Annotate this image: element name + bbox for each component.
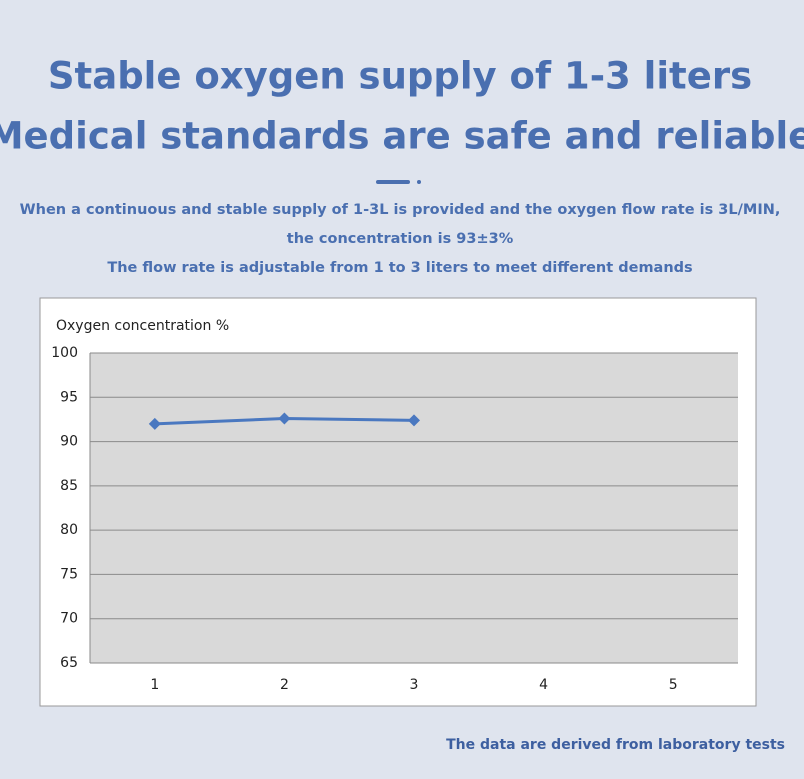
y-tick-label: 70 xyxy=(60,611,78,627)
title-line: Medical standards are safe and reliable xyxy=(0,115,804,158)
x-tick-label: 2 xyxy=(280,677,289,693)
description-line: The flow rate is adjustable from 1 to 3 … xyxy=(107,260,692,276)
y-tick-label: 75 xyxy=(60,566,78,582)
x-tick-label: 3 xyxy=(410,677,419,693)
data-point xyxy=(408,414,420,427)
y-tick-label: 95 xyxy=(60,389,78,405)
x-tick-label: 5 xyxy=(669,677,678,693)
plot-area xyxy=(90,353,738,663)
y-tick-label: 90 xyxy=(60,434,78,450)
divider-dot xyxy=(417,180,421,184)
y-axis-label: Oxygen concentration % xyxy=(56,318,229,334)
data-point xyxy=(278,412,291,425)
x-tick-label: 4 xyxy=(539,677,548,693)
data-point xyxy=(148,417,161,430)
y-tick-label: 65 xyxy=(60,655,78,671)
divider xyxy=(376,180,410,184)
x-tick-label: 1 xyxy=(150,677,159,693)
y-tick-label: 80 xyxy=(60,522,78,538)
description-line: When a continuous and stable supply of 1… xyxy=(20,202,781,218)
footer-note: The data are derived from laboratory tes… xyxy=(446,737,785,753)
y-tick-label: 100 xyxy=(51,345,78,361)
y-tick-label: 85 xyxy=(60,478,78,494)
description-line: the concentration is 93±3% xyxy=(287,231,514,247)
title-line: Stable oxygen supply of 1-3 liters xyxy=(48,55,752,98)
